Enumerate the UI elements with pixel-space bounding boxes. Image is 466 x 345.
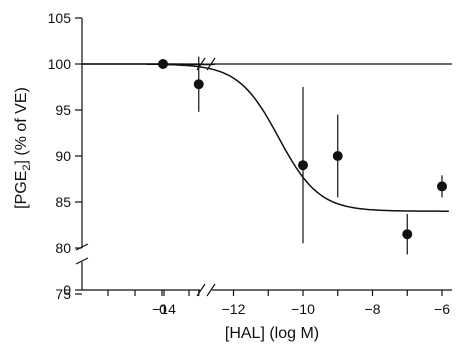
data-point bbox=[298, 160, 308, 171]
y-axis-title-pre: [PGE bbox=[13, 171, 30, 209]
y-tick-label: 0 bbox=[63, 282, 71, 298]
y-tick-label: 105 bbox=[48, 10, 72, 26]
fit-curve bbox=[82, 63, 449, 212]
y-axis-title-post: ] (% of VE) bbox=[13, 87, 30, 164]
y-tick-label: 75 bbox=[55, 286, 71, 302]
x-tick-label: −12 bbox=[222, 301, 246, 317]
axes bbox=[75, 18, 452, 297]
data-point bbox=[437, 181, 447, 192]
y-tick-label: 85 bbox=[55, 194, 71, 210]
fit-curve-group bbox=[82, 63, 449, 212]
x-axis-break-mark bbox=[206, 283, 216, 297]
x-tick-label: −6 bbox=[434, 301, 450, 317]
y-tick-label: 90 bbox=[55, 148, 71, 164]
y-axis-break-mark bbox=[75, 243, 89, 251]
x-tick-label: −8 bbox=[365, 301, 381, 317]
y-axis-title: [PGE2] (% of VE) bbox=[13, 87, 33, 209]
data-point bbox=[332, 151, 343, 161]
y-tick-label: 95 bbox=[55, 102, 71, 118]
x-tick-label: −14 bbox=[152, 301, 176, 317]
x-tick-label: −10 bbox=[291, 301, 315, 317]
y-axis-break-mark bbox=[75, 257, 89, 265]
y-tick-label: 100 bbox=[48, 56, 72, 72]
x-tick-label: 0 bbox=[159, 301, 167, 317]
x-axis-title: [HAL] (log M) bbox=[225, 325, 319, 342]
data-points bbox=[158, 56, 447, 255]
data-point bbox=[193, 79, 204, 90]
y-tick-label: 80 bbox=[55, 240, 71, 256]
data-point bbox=[402, 229, 413, 240]
y-axis-title-sub: 2 bbox=[21, 165, 33, 171]
data-point bbox=[158, 59, 168, 69]
